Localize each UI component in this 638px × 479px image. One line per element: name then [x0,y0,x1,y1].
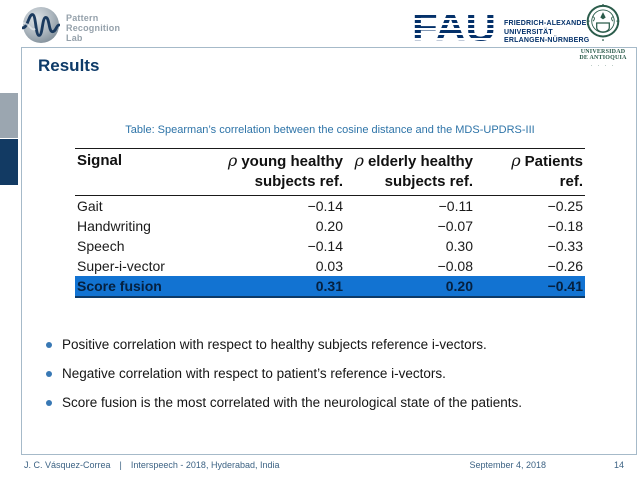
bullet-text: Score fusion is the most correlated with… [62,395,523,410]
udea-line1: UNIVERSIDAD [580,48,626,55]
fau-acronym-block: FAU [410,8,504,52]
correlation-table-wrapper: Signal ρ young healthy subjects ref. ρ eld… [75,148,585,298]
slide-title: Results [38,56,100,75]
fau-logo: FAU FRIEDRICH-ALEXANDER UNIVERSITÄT ERLA… [410,8,592,52]
udea-crest-icon [585,4,621,45]
sidebar-block-navy [0,139,18,185]
table-row-score-fusion-highlighted: Score fusion 0.31 0.20 −0.41 [75,276,585,298]
table-row-gait: Gait −0.14 −0.11 −0.25 [75,196,585,217]
list-item: Negative correlation with respect to pat… [46,365,618,382]
footer-date: September 4, 2018 [469,460,546,470]
header-young-healthy: ρ young healthy subjects ref. [225,148,345,196]
table-caption: Table: Spearman’s correlation between th… [125,124,535,136]
sidebar-block-gray [0,93,18,138]
rho-symbol: ρ [227,151,238,170]
cell-signal: Handwriting [77,218,151,234]
footline: J. C. Vásquez-Correa | Interspeech - 2018,… [0,458,638,474]
udea-dots-decoration: · · · · [590,63,616,69]
fau-line1: FRIEDRICH-ALEXANDER [504,20,592,27]
bullet-icon [46,400,52,406]
table-header-row: Signal ρ young healthy subjects ref. ρ eld… [75,148,585,196]
prl-line1: Pattern [66,12,99,23]
fau-line2: UNIVERSITÄT [504,28,553,36]
cell-patients: −0.41 [475,276,585,298]
table-row-super-i-vector: Super-i-vector 0.03 −0.08 −0.26 [75,256,585,276]
udea-line2: DE ANTIOQUIA [579,55,627,61]
rho-symbol: ρ [354,151,364,170]
list-item: Score fusion is the most correlated with… [46,394,618,411]
cell-young: 0.31 [225,276,345,298]
prl-line2: Recognition [66,22,121,33]
footer-page-number: 14 [613,460,624,470]
prl-line3: Lab [66,32,83,43]
cell-patients: −0.25 [547,198,583,214]
cell-signal: Score fusion [75,276,225,298]
bullet-text: Negative correlation with respect to pat… [62,366,446,381]
cell-young: −0.14 [307,198,343,214]
bullet-icon [46,342,52,348]
cell-elderly: −0.07 [437,218,473,234]
prl-logo: Pattern Recognition Lab [21,6,120,49]
cell-signal: Speech [77,238,125,254]
table-row-handwriting: Handwriting 0.20 −0.07 −0.18 [75,216,585,236]
table-row-speech: Speech −0.14 0.30 −0.33 [75,236,585,256]
footer-venue: Interspeech - 2018, Hyderabad, India [130,460,280,470]
list-item: Positive correlation with respect to hea… [46,336,618,353]
cell-elderly: 0.20 [345,276,475,298]
cell-young: 0.03 [315,258,343,274]
cell-young: 0.20 [315,218,343,234]
udea-logo-text: UNIVERSIDAD DE ANTIOQUIA [577,48,629,62]
rho-symbol: ρ [511,151,521,170]
header-signal: Signal [75,148,225,196]
header-patients: ρ Patients ref. [475,148,585,196]
footer-author: J. C. Vásquez-Correa [24,460,111,470]
udea-logo: UNIVERSIDAD DE ANTIOQUIA · · · · [572,4,634,69]
correlation-table: Signal ρ young healthy subjects ref. ρ eld… [75,148,585,298]
slide-content-frame [21,47,637,455]
footer-author-venue: J. C. Vásquez-Correa | Interspeech - 2018,… [24,460,280,470]
cell-young: −0.14 [307,238,343,254]
cell-patients: −0.26 [547,258,583,274]
fau-stripes-decoration [410,10,504,52]
cell-patients: −0.18 [547,218,583,234]
bullet-icon [46,371,52,377]
cell-elderly: −0.08 [437,258,473,274]
cell-elderly: −0.11 [438,198,473,214]
cell-signal: Super-i-vector [77,258,165,274]
bullet-text: Positive correlation with respect to hea… [62,337,487,352]
prl-logo-text: Pattern Recognition Lab [66,13,120,43]
cell-signal: Gait [77,198,103,214]
prl-sphere-icon [21,6,61,49]
cell-patients: −0.33 [547,238,583,254]
footer-separator: | [119,460,122,470]
header-elderly-healthy: ρ elderly healthy subjects ref. [345,148,475,196]
bullet-list: Positive correlation with respect to hea… [46,336,618,423]
cell-elderly: 0.30 [445,238,473,254]
